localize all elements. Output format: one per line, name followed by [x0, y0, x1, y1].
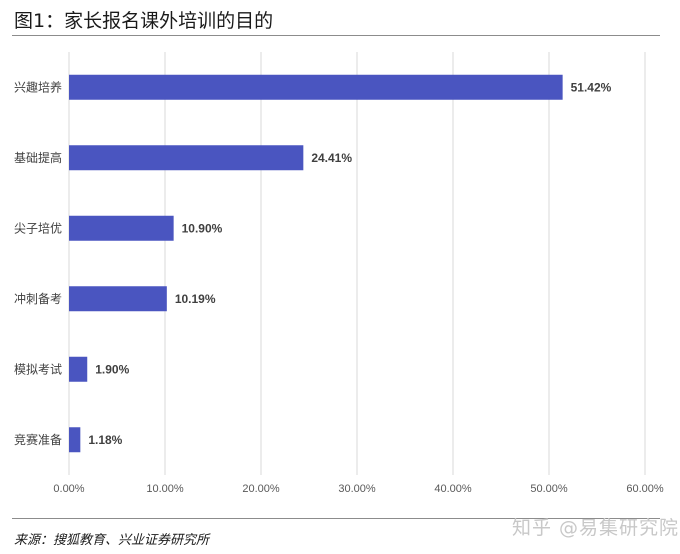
bar-1 [69, 145, 304, 171]
bar-4 [69, 356, 88, 382]
bars [69, 74, 563, 453]
value-label: 10.19% [175, 292, 216, 306]
value-label: 1.18% [88, 433, 122, 447]
value-label: 24.41% [311, 151, 352, 165]
category-label: 冲刺备考 [14, 291, 62, 306]
grid-lines [68, 52, 646, 475]
x-tick-label: 20.00% [242, 483, 280, 495]
x-tick-label: 40.00% [434, 483, 472, 495]
category-label: 模拟考试 [14, 361, 62, 376]
page-title: 图1：家长报名课外培训的目的 [14, 10, 274, 32]
x-tick-label: 50.00% [530, 483, 568, 495]
bar-3 [69, 286, 167, 312]
footer-divider [12, 518, 660, 519]
x-tick-label: 60.00% [626, 483, 664, 495]
bar-2 [69, 215, 174, 241]
x-tick-label: 30.00% [338, 483, 376, 495]
value-label: 51.42% [571, 80, 612, 94]
category-label: 基础提高 [14, 150, 62, 165]
bar-0 [69, 74, 563, 100]
category-label: 兴趣培养 [14, 79, 62, 94]
x-tick-label: 0.00% [53, 483, 84, 495]
category-label: 竞赛准备 [14, 432, 62, 447]
labels: 0.00% 10.00% 20.00% 30.00% 40.00% 50.00% 60.00… [14, 79, 664, 495]
source-note: 来源：搜狐教育、兴业证券研究所 [14, 533, 210, 548]
bar-5 [69, 427, 81, 453]
title-divider [12, 35, 660, 36]
category-label: 尖子培优 [14, 220, 62, 235]
watermark: 知乎 @易集研究院 [512, 517, 680, 539]
value-label: 1.90% [95, 362, 129, 376]
x-tick-label: 10.00% [146, 483, 184, 495]
value-label: 10.90% [182, 221, 223, 235]
